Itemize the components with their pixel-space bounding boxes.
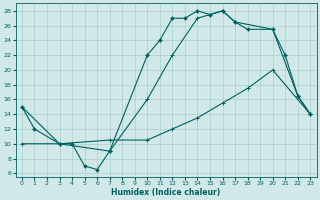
X-axis label: Humidex (Indice chaleur): Humidex (Indice chaleur) (111, 188, 221, 197)
